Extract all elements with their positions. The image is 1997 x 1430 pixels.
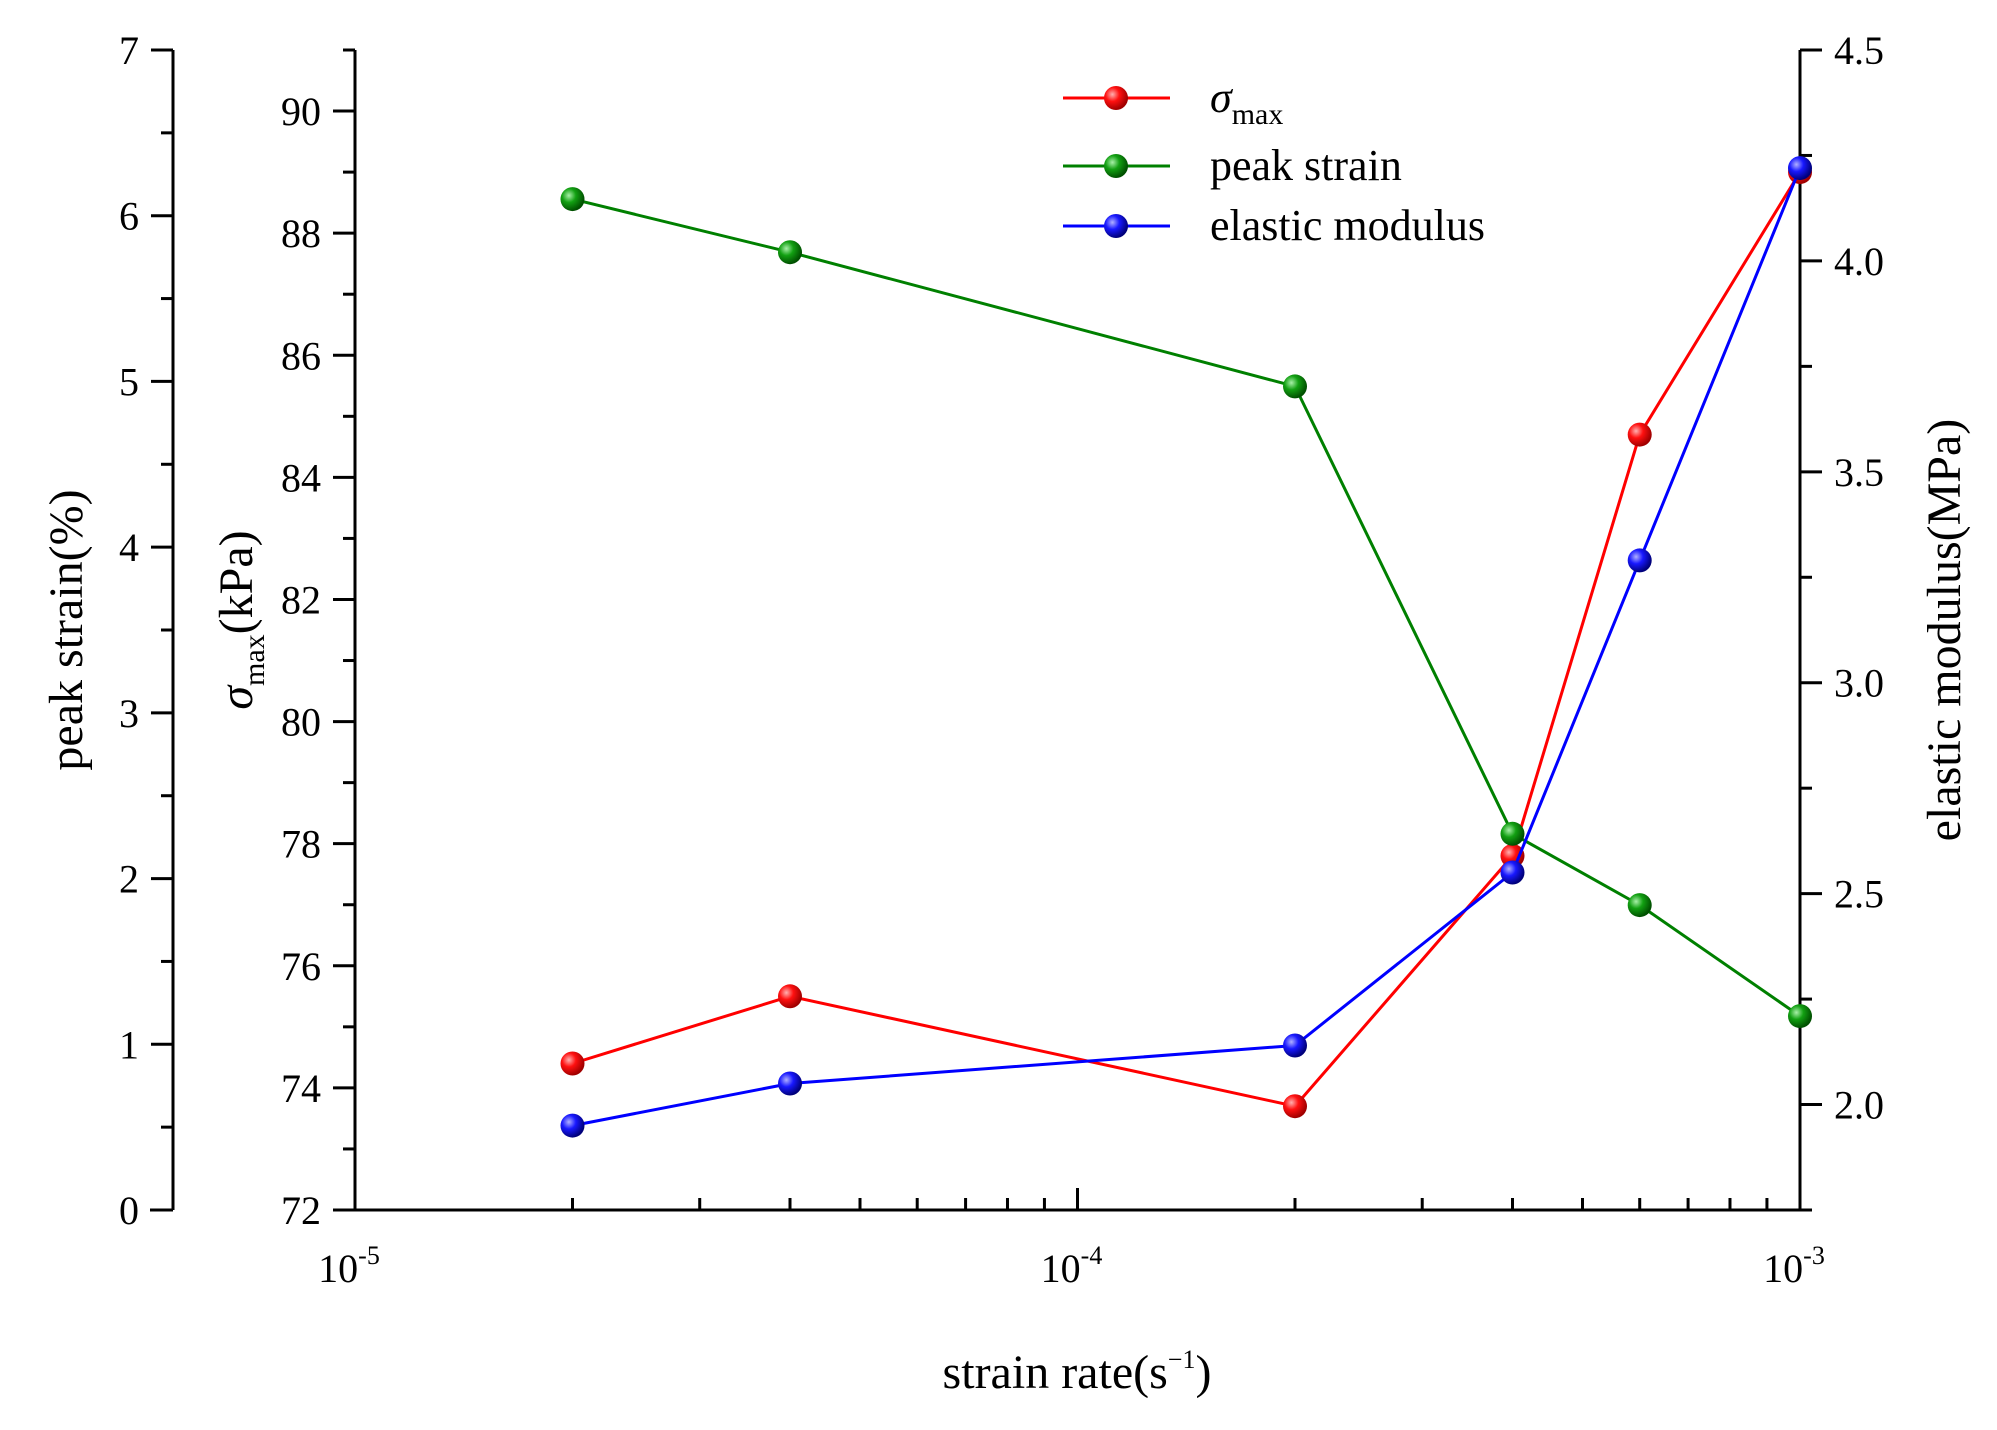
modulus-tick-label: 4.0 (1834, 239, 1884, 284)
series-line-peak_strain (572, 197, 1801, 1018)
series-line-sigma_max (572, 171, 1802, 1108)
data-point-sigma_max (1627, 422, 1652, 447)
data-point-sigma_max (1500, 843, 1525, 868)
modulus-tick-label: 3.0 (1834, 661, 1884, 706)
x-axis-title: strain rate(s−1) (943, 1345, 1212, 1399)
data-point-peak_strain (560, 187, 585, 212)
sigma-tick-label: 78 (281, 822, 321, 867)
series-sigma_max (560, 160, 1812, 1119)
peak-strain-tick-label: 4 (119, 525, 139, 570)
peak-strain-tick-label: 7 (119, 28, 139, 73)
peak-strain-tick-label: 0 (119, 1188, 139, 1233)
sigma-tick-label: 84 (281, 455, 321, 500)
data-point-peak_strain (778, 240, 802, 265)
legend-sigma-marker (1104, 86, 1128, 110)
legend-peak-strain-label: peak strain (1210, 141, 1402, 190)
modulus-tick-label: 2.5 (1834, 872, 1884, 917)
series-layer (560, 156, 1812, 1138)
data-point-peak_strain (1627, 893, 1652, 918)
sigma-tick-label: 88 (281, 211, 321, 256)
sigma-tick-label: 76 (281, 944, 321, 989)
data-point-peak_strain (1283, 374, 1307, 399)
sigma-tick-label: 90 (281, 89, 321, 134)
sigma-tick-label: 82 (281, 577, 321, 622)
data-point-sigma_max (778, 984, 802, 1009)
x-tick-label: 10-3 (1763, 1241, 1825, 1291)
data-point-peak_strain (1788, 1004, 1812, 1029)
series-elastic_modulus (560, 156, 1812, 1138)
sigma-tick-label: 74 (281, 1066, 321, 1111)
data-point-peak_strain (1500, 821, 1525, 846)
sigma-axis-title: σmax(kPa) (210, 530, 271, 709)
peak-strain-axis-ticks: 0 1 2 3 4 5 6 7 (119, 28, 173, 1233)
peak-strain-tick-label: 5 (119, 359, 139, 404)
series-line-elastic_modulus (572, 167, 1802, 1128)
x-tick-label: 10-5 (318, 1241, 380, 1291)
peak-strain-axis-title: peak strain(%) (40, 489, 93, 770)
peak-strain-tick-label: 3 (119, 691, 139, 736)
series-peak_strain (560, 187, 1812, 1029)
sigma-axis-ticks: 72 74 76 78 80 82 84 86 88 90 (281, 48, 355, 1233)
legend: σmax peak strain elastic modulus (1063, 73, 1485, 250)
data-point-elastic_modulus (1627, 548, 1652, 573)
data-point-sigma_max (1283, 1094, 1307, 1119)
modulus-tick-label: 3.5 (1834, 450, 1884, 495)
legend-sigma-label: σmax (1210, 73, 1283, 131)
data-point-elastic_modulus (560, 1113, 585, 1138)
x-axis-ticks: 10-5 10-4 10-3 (318, 1188, 1825, 1291)
sigma-tick-label: 80 (281, 700, 321, 745)
x-tick-label: 10-4 (1041, 1241, 1103, 1291)
peak-strain-tick-label: 2 (119, 857, 139, 902)
modulus-axis-title: elastic modulus(MPa) (1918, 419, 1971, 842)
data-point-elastic_modulus (778, 1071, 802, 1096)
legend-modulus-label: elastic modulus (1210, 201, 1485, 250)
peak-strain-tick-label: 1 (119, 1022, 139, 1067)
data-point-sigma_max (560, 1051, 585, 1076)
sigma-tick-label: 72 (281, 1188, 321, 1233)
modulus-tick-label: 4.5 (1834, 28, 1884, 73)
data-point-elastic_modulus (1788, 156, 1812, 181)
sigma-tick-label: 86 (281, 333, 321, 378)
modulus-tick-label: 2.0 (1834, 1083, 1884, 1128)
modulus-axis-ticks: 2.0 2.5 3.0 3.5 4.0 4.5 (1800, 28, 1884, 1212)
peak-strain-tick-label: 6 (119, 194, 139, 239)
data-point-elastic_modulus (1283, 1033, 1307, 1058)
data-point-elastic_modulus (1500, 860, 1525, 885)
legend-peak-strain-marker (1104, 154, 1128, 178)
legend-modulus-marker (1104, 214, 1128, 238)
